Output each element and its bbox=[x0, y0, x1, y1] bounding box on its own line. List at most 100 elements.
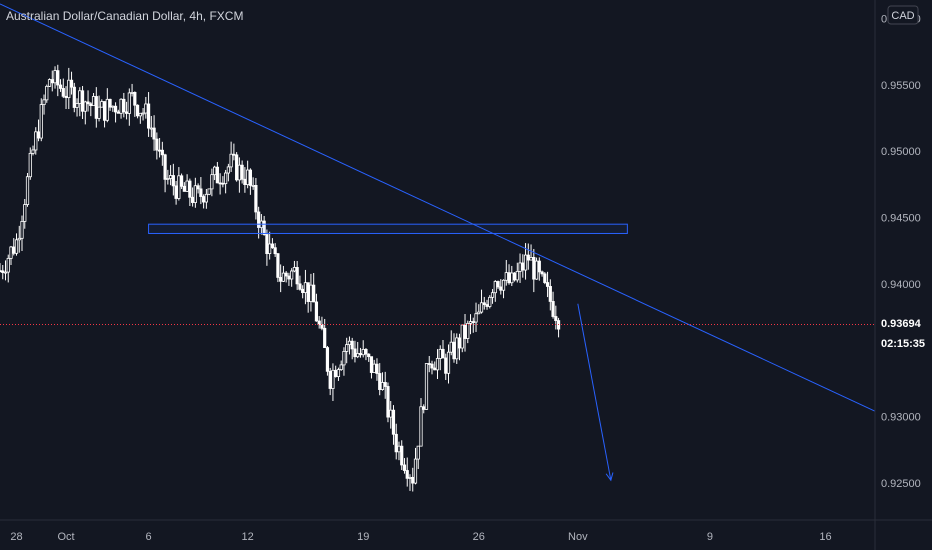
candle-body bbox=[422, 406, 426, 410]
candle-body bbox=[235, 154, 239, 181]
candle-body bbox=[501, 279, 506, 291]
candle-body bbox=[42, 99, 46, 105]
candle-body bbox=[94, 96, 98, 119]
time-tick-label: Oct bbox=[57, 531, 74, 543]
candle-body bbox=[457, 337, 462, 349]
candle-body bbox=[372, 363, 376, 373]
candle-body bbox=[23, 204, 27, 222]
candle-body bbox=[240, 164, 244, 180]
time-tick-label: 19 bbox=[357, 531, 369, 543]
candle-body bbox=[202, 196, 206, 203]
candle-body bbox=[369, 356, 374, 373]
candle-body bbox=[268, 243, 272, 254]
candle-body bbox=[146, 103, 151, 129]
candle-body bbox=[80, 90, 85, 112]
time-tick-label: 26 bbox=[473, 531, 485, 543]
candle-body bbox=[504, 272, 508, 281]
candle-body bbox=[122, 98, 126, 113]
candle-body bbox=[347, 340, 352, 346]
candle-body bbox=[116, 111, 120, 114]
currency-badge[interactable]: CAD bbox=[887, 5, 919, 25]
candle-body bbox=[523, 254, 528, 271]
candle-body bbox=[490, 292, 495, 298]
forecast-arrow[interactable] bbox=[577, 303, 612, 481]
candle-body bbox=[408, 476, 412, 479]
time-tick-label: 6 bbox=[146, 531, 152, 543]
candle-body bbox=[160, 149, 164, 156]
price-tick-label: 0.93000 bbox=[881, 412, 921, 424]
candle-body bbox=[213, 166, 217, 176]
candle-body bbox=[518, 262, 522, 272]
price-tick-label: 0.94500 bbox=[881, 213, 921, 225]
candle-body bbox=[3, 271, 8, 274]
candle-body bbox=[237, 164, 241, 181]
candlestick-series bbox=[0, 64, 561, 492]
candle-body bbox=[265, 234, 269, 254]
candle-body bbox=[554, 316, 558, 321]
candle-body bbox=[0, 270, 2, 273]
candle-body bbox=[512, 272, 517, 281]
candle-body bbox=[323, 327, 327, 348]
candle-body bbox=[460, 324, 464, 349]
candle-body bbox=[9, 246, 13, 259]
candle-body bbox=[224, 172, 228, 185]
candle-body bbox=[545, 282, 550, 287]
candle-body bbox=[152, 127, 156, 140]
price-tick-label: 0.95000 bbox=[881, 146, 921, 158]
candle-body bbox=[455, 337, 459, 360]
candle-body bbox=[496, 281, 500, 288]
resistance-zone[interactable] bbox=[148, 223, 628, 234]
candle-body bbox=[397, 445, 401, 453]
time-axis[interactable]: 28 Oct 6 12 19 26 Nov 9 16 bbox=[10, 531, 831, 543]
candle-body bbox=[257, 211, 261, 228]
candle-body bbox=[488, 296, 492, 307]
candle-body bbox=[380, 382, 385, 390]
candle-body bbox=[243, 178, 247, 185]
candle-body bbox=[119, 98, 123, 114]
candle-body bbox=[168, 175, 173, 179]
candle-body bbox=[548, 286, 552, 302]
candle-body bbox=[196, 185, 200, 190]
candle-body bbox=[290, 270, 294, 280]
candle-body bbox=[320, 324, 324, 329]
candle-body bbox=[108, 98, 112, 108]
candle-body bbox=[405, 470, 409, 479]
candle-body bbox=[400, 445, 404, 466]
candle-body bbox=[367, 353, 371, 358]
candle-body bbox=[270, 243, 275, 249]
candle-body bbox=[89, 103, 93, 107]
candle-body bbox=[97, 106, 101, 119]
chart-title: Australian Dollar/Canadian Dollar, 4h, F… bbox=[6, 9, 243, 23]
candle-body bbox=[342, 351, 346, 366]
candle-body bbox=[463, 324, 467, 339]
candle-body bbox=[284, 272, 288, 277]
candle-body bbox=[353, 348, 357, 358]
candle-body bbox=[17, 237, 21, 241]
candle-body bbox=[507, 272, 511, 284]
candle-body bbox=[69, 79, 74, 88]
trendline[interactable] bbox=[0, 3, 876, 412]
candle-body bbox=[298, 283, 302, 290]
candle-body bbox=[452, 341, 456, 360]
candle-body bbox=[328, 370, 332, 389]
candle-body bbox=[56, 70, 60, 86]
candle-body bbox=[83, 101, 87, 112]
candle-body bbox=[188, 180, 192, 198]
candle-body bbox=[526, 254, 530, 261]
candle-body bbox=[364, 349, 368, 355]
candle-body bbox=[102, 101, 107, 121]
forecast-arrow-head bbox=[605, 472, 614, 482]
candle-body bbox=[413, 458, 418, 484]
candle-body bbox=[482, 302, 486, 305]
candle-body bbox=[133, 92, 137, 106]
candle-body bbox=[113, 105, 118, 113]
time-tick-label: 28 bbox=[10, 531, 22, 543]
price-tick-label: 0.95500 bbox=[881, 80, 921, 92]
candle-body bbox=[334, 369, 338, 377]
candle-body bbox=[47, 79, 52, 87]
candle-body bbox=[479, 302, 484, 313]
candle-body bbox=[471, 321, 475, 323]
candle-body bbox=[210, 174, 214, 190]
candle-body bbox=[64, 95, 68, 99]
